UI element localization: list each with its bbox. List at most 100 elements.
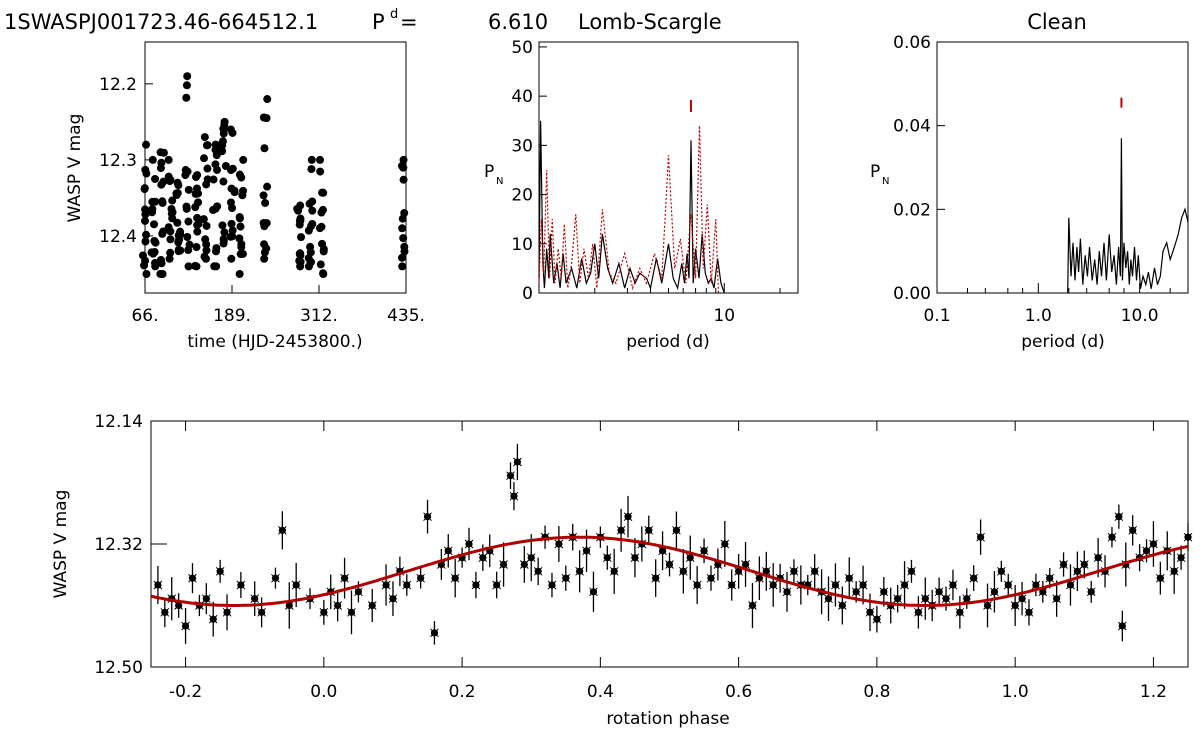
phase-xtick-label: 0.6 [725, 682, 752, 702]
lightcurve-point [183, 72, 192, 81]
lightcurve-point [220, 228, 229, 237]
lomb-scargle-ytick-label: 30 [511, 136, 533, 156]
phase-point [880, 588, 888, 596]
lightcurve-point [262, 114, 271, 123]
lightcurve-point [316, 260, 325, 269]
phase-point [347, 608, 356, 616]
phase-point [942, 595, 950, 603]
phase-point [1004, 581, 1012, 589]
lightcurve-point [219, 177, 228, 186]
lightcurve-point [184, 217, 193, 226]
lightcurve-point [398, 262, 407, 271]
clean-ylabel-sub: N [882, 176, 889, 187]
clean-ytick-label: 0.04 [893, 117, 931, 137]
lightcurve-point [141, 216, 150, 225]
phase-point [900, 581, 909, 589]
lightcurve-point [228, 203, 237, 212]
phase-point [513, 458, 522, 466]
lightcurve-point [398, 214, 407, 223]
lightcurve-point [173, 218, 182, 227]
phase-point [320, 608, 328, 616]
lightcurve-point [158, 269, 167, 278]
lightcurve-xtick-label: 66. [131, 306, 158, 326]
phase-point [824, 595, 833, 603]
phase-point [1170, 567, 1178, 575]
phase-ytick-label: 12.14 [94, 412, 143, 432]
clean-xtick-label: 1.0 [1025, 306, 1052, 326]
period-symbol: P [372, 10, 385, 34]
phase-point [769, 581, 777, 589]
lightcurve-point [228, 232, 237, 241]
phase-point [389, 595, 397, 603]
phase-point [645, 526, 653, 534]
lightcurve-point [220, 120, 229, 129]
lightcurve-point [260, 240, 269, 249]
lightcurve-point [194, 198, 203, 207]
lightcurve-point [239, 155, 248, 164]
lightcurve-point [239, 186, 248, 195]
phase-point [1108, 533, 1116, 541]
lightcurve-point [150, 220, 159, 229]
phase-point [465, 540, 473, 548]
phase-point [548, 581, 556, 589]
lightcurve-point [194, 189, 203, 198]
phase-point [977, 533, 985, 541]
lightcurve-xtick-label: 312. [300, 306, 338, 326]
lightcurve-point [236, 222, 245, 231]
lomb-scargle-frame [538, 41, 799, 294]
lightcurve-point [148, 208, 157, 217]
period-equals: = [400, 10, 418, 34]
phase-point [534, 567, 542, 575]
phase-fold-ylabel: WASP V mag [51, 490, 71, 599]
lightcurve-point [141, 237, 150, 246]
lightcurve-point [164, 155, 173, 164]
lightcurve-point [202, 246, 211, 255]
lomb-scargle-ytick-label: 0 [522, 284, 533, 304]
lightcurve-point [228, 128, 237, 137]
phase-ytick-label: 12.50 [94, 658, 143, 678]
phase-point [1039, 588, 1047, 596]
phase-point [693, 581, 701, 589]
lightcurve-point [260, 144, 269, 153]
lightcurve-point [399, 155, 408, 164]
phase-point [278, 526, 286, 534]
phase-point [721, 540, 729, 548]
phase-point [735, 567, 743, 575]
lightcurve-point [218, 147, 227, 156]
lightcurve-point [151, 262, 160, 271]
lightcurve-point [235, 269, 244, 278]
lightcurve-point [166, 248, 175, 257]
clean-xtick-label: 0.1 [923, 306, 950, 326]
lightcurve-point [173, 189, 182, 198]
phase-point [430, 629, 439, 637]
lomb-scargle-ylabel-sub: N [496, 176, 503, 187]
clean-xtick-label: 10.0 [1121, 306, 1159, 326]
lightcurve-point [182, 202, 191, 211]
phase-point [444, 547, 452, 555]
lightcurve-point [235, 213, 244, 222]
lightcurve-point [140, 185, 149, 194]
clean-frame [936, 41, 1189, 294]
phase-point [562, 574, 570, 582]
phase-point [161, 608, 169, 616]
phase-point [859, 581, 867, 589]
phase-point [935, 588, 943, 596]
method-clean: Clean [1027, 10, 1087, 34]
lightcurve-point [315, 155, 324, 164]
lightcurve-point [150, 248, 159, 257]
phase-point [479, 554, 487, 562]
phase-point [921, 595, 929, 603]
phase-point [251, 595, 259, 603]
lightcurve-point [308, 206, 317, 215]
lightcurve-point [400, 242, 409, 251]
phase-point [845, 574, 853, 582]
phase-point [520, 560, 528, 569]
phase-point [527, 554, 535, 562]
lightcurve-point [296, 262, 305, 271]
phase-point [292, 581, 300, 589]
clean-ytick-label: 0.06 [893, 33, 931, 53]
phase-point [1080, 560, 1088, 569]
phase-point [652, 574, 660, 582]
lightcurve-point [199, 154, 208, 163]
lomb-scargle-ytick-label: 20 [511, 186, 533, 206]
